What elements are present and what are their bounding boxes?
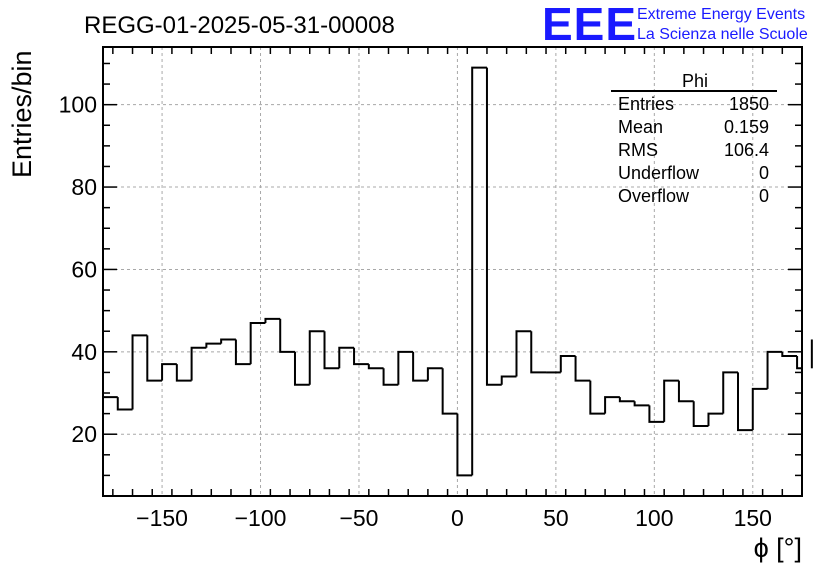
histogram-bin (161, 363, 177, 381)
x-tick-label: 100 (635, 505, 673, 531)
histogram-bin (308, 330, 325, 385)
histogram-bin (500, 375, 517, 385)
histogram-bin (633, 401, 650, 407)
y-tick-label: 60 (71, 256, 97, 282)
x-tick-label: −100 (235, 505, 287, 531)
histogram-bin (751, 387, 768, 431)
y-tick-label: 40 (71, 339, 97, 365)
histogram-bin (353, 347, 369, 366)
histogram-bin (471, 66, 487, 476)
histogram-bin (648, 405, 665, 423)
histogram-bin (264, 317, 281, 323)
axes (102, 46, 803, 497)
histogram-bin (618, 397, 635, 403)
y-tick-label: 80 (71, 174, 97, 200)
histogram-bin (116, 397, 133, 411)
histogram-bin (338, 346, 355, 369)
stats-row-value: 106.4 (724, 140, 769, 160)
histogram-bin (663, 379, 679, 422)
histogram-bin (131, 334, 148, 410)
stats-row-value: 1850 (729, 94, 769, 114)
histogram-bin (722, 371, 739, 414)
x-tick-label: 0 (451, 505, 464, 531)
histogram-bin (515, 330, 532, 377)
tick-labels: −150 −100 −50 0 50 100 150 20 40 60 80 100 (59, 92, 772, 531)
stats-row-label: RMS (618, 140, 658, 160)
stats-row-label: Underflow (618, 163, 700, 183)
eee-logo-text: EEE (542, 0, 637, 50)
grid-lines (103, 47, 802, 496)
histogram-bin (234, 339, 251, 366)
histogram-bin (589, 380, 606, 415)
stats-row-label: Entries (618, 94, 674, 114)
histogram-bin (412, 351, 428, 382)
stats-row-value: 0.159 (724, 117, 769, 137)
stats-row-label: Mean (618, 117, 663, 137)
histogram-bin (146, 335, 163, 382)
x-tick-label: 50 (543, 505, 569, 531)
brand-line-1: Extreme Energy Events (637, 6, 805, 23)
plot-frame (102, 46, 803, 497)
histogram-bin (249, 321, 266, 365)
brand-line-2: La Scienza nelle Scuole (637, 26, 808, 43)
histogram-bin (692, 401, 709, 427)
x-tick-label: −150 (136, 505, 188, 531)
stats-box-title: Phi (682, 71, 708, 91)
histogram-bin (293, 351, 310, 386)
histogram-bin (205, 342, 222, 348)
histogram-bin (323, 331, 340, 370)
histogram-bin (781, 351, 798, 357)
histogram-bin (441, 368, 458, 415)
y-axis-label: Entries/bin (7, 50, 37, 178)
eee-logo: EEE Extreme Energy Events La Scienza nel… (542, 0, 808, 50)
histogram-bin (604, 396, 620, 414)
histogram-bin (102, 396, 118, 496)
histogram-bin (426, 367, 443, 381)
stats-box: Phi Entries 1850 Mean 0.159 RMS 106.4 Underflow… (611, 71, 777, 206)
x-tick-label: −50 (339, 505, 378, 531)
histogram-bin (737, 372, 753, 432)
histogram-bin (766, 350, 783, 389)
histogram-bin (382, 368, 399, 386)
histogram-bin (485, 67, 502, 386)
histogram-bin (456, 413, 473, 477)
stats-row-value: 0 (759, 186, 769, 206)
histogram-bin (367, 364, 384, 370)
x-axis-label: ϕ [°] (754, 533, 802, 563)
y-tick-label: 100 (59, 92, 97, 118)
histogram-bin (530, 331, 547, 374)
histogram-bin (559, 354, 576, 373)
histogram-bin (397, 350, 414, 385)
histogram-bin (707, 412, 724, 426)
histogram-bin (220, 338, 236, 344)
histogram-bin (175, 364, 192, 382)
histogram-bin (677, 380, 694, 403)
histogram-bin (796, 355, 802, 370)
chart-title: REGG-01-2025-05-31-00008 (84, 12, 395, 39)
y-tick-label: 20 (71, 421, 97, 447)
x-tick-label: 150 (734, 505, 772, 531)
stats-row-label: Overflow (618, 186, 690, 206)
stats-row-value: 0 (759, 163, 769, 183)
histogram-bin (279, 318, 295, 353)
histogram-bin (190, 346, 207, 381)
histogram-bin (574, 355, 591, 382)
